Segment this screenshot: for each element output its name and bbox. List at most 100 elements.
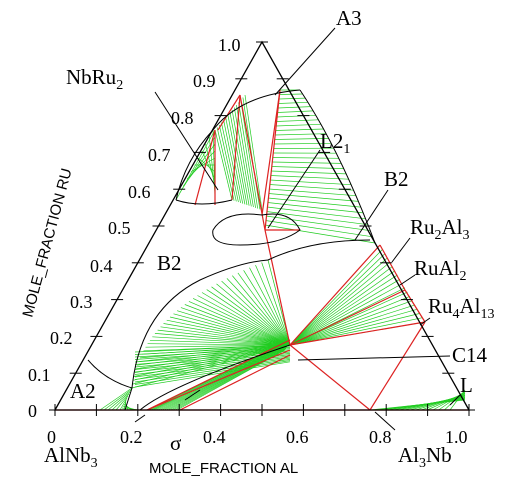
tie-line xyxy=(221,122,239,203)
al-tick-0: 0 xyxy=(47,427,56,447)
tie-line xyxy=(275,123,322,127)
tie-line xyxy=(134,344,291,353)
label-al3nb: Al3Nb xyxy=(398,443,452,471)
tie-line xyxy=(232,275,291,346)
tie-line xyxy=(160,326,291,346)
tie-line xyxy=(147,343,291,346)
tie-line xyxy=(216,127,235,201)
phase-boundaries xyxy=(55,89,469,411)
al-tick-1: 0.2 xyxy=(120,427,143,447)
tie-line xyxy=(103,389,132,411)
label-ru2al3: Ru2Al3 xyxy=(410,215,470,243)
tie-line xyxy=(268,193,359,202)
tie-line xyxy=(274,138,329,140)
tie-line xyxy=(238,102,256,208)
tie-line xyxy=(237,272,291,346)
tie-line xyxy=(229,112,248,206)
al-tick-3: 0.6 xyxy=(286,427,309,447)
tie-line xyxy=(107,391,131,411)
tie-line xyxy=(289,266,393,346)
tie-line xyxy=(168,346,287,411)
tie-lines xyxy=(99,89,466,411)
label-ru4al13: Ru4Al13 xyxy=(428,294,495,322)
tie-line xyxy=(265,215,371,232)
tie-line xyxy=(188,301,291,346)
tie-line xyxy=(145,344,291,348)
tie-line xyxy=(152,336,291,346)
tie-line xyxy=(289,283,403,346)
tie-line xyxy=(139,344,291,359)
tie-line xyxy=(243,270,291,346)
tie-line xyxy=(274,133,327,136)
al-tick-4: 0.8 xyxy=(369,427,392,447)
al-axis-ticks: 0 0.2 0.4 0.6 0.8 1.0 xyxy=(47,427,468,447)
ru-tick-7: 0.7 xyxy=(148,145,171,165)
tie-line xyxy=(218,124,237,202)
tie-line xyxy=(155,342,289,411)
ru-tick-5: 0.5 xyxy=(108,218,131,238)
tie-line xyxy=(166,319,291,346)
tie-line xyxy=(192,298,291,346)
tie-line xyxy=(272,157,339,159)
tie-line xyxy=(184,304,291,346)
ru-tick-2: 0.2 xyxy=(50,328,73,348)
tie-line xyxy=(176,310,291,346)
tie-line xyxy=(133,344,291,381)
tie-line xyxy=(154,333,291,346)
ru-tick-4: 0.4 xyxy=(90,256,113,276)
tie-line xyxy=(289,253,386,346)
tie-line xyxy=(289,270,396,346)
tie-line xyxy=(289,274,398,346)
tie-line xyxy=(134,349,291,363)
label-b2-left: B2 xyxy=(157,251,182,275)
label-rual2: RuAl2 xyxy=(414,256,467,284)
tie-line xyxy=(197,295,291,346)
tie-line xyxy=(277,106,311,109)
tie-line xyxy=(244,94,263,211)
tie-line xyxy=(149,339,291,346)
tie-line xyxy=(169,316,291,346)
label-nbru2: NbRu2 xyxy=(66,65,123,93)
tie-line xyxy=(240,99,259,209)
tie-line xyxy=(268,188,357,197)
ru-tick-1: 0.1 xyxy=(28,365,51,385)
label-leaders xyxy=(134,27,461,431)
tie-line xyxy=(170,347,287,411)
tie-line xyxy=(289,304,416,346)
ru-tick-10: 1.0 xyxy=(218,35,241,55)
tie-line xyxy=(449,389,466,411)
al-axis-label: MOLE_FRACTION AL xyxy=(149,460,298,477)
tie-line xyxy=(157,329,291,346)
tie-line xyxy=(227,114,246,205)
ru-tick-6: 0.6 xyxy=(128,182,151,202)
tie-line xyxy=(275,128,324,131)
tie-line xyxy=(289,278,401,346)
tie-line xyxy=(261,262,291,346)
ru-tick-3: 0.3 xyxy=(70,292,93,312)
tie-line xyxy=(211,286,291,346)
tie-line xyxy=(273,142,332,145)
tie-line xyxy=(134,361,291,388)
label-a2: A2 xyxy=(70,379,96,403)
tie-line xyxy=(289,261,391,346)
tie-line xyxy=(134,345,291,355)
tie-line xyxy=(197,157,216,173)
tie-line xyxy=(180,307,291,346)
label-a3: A3 xyxy=(336,6,362,30)
tie-line xyxy=(278,97,306,100)
ru-tick-8: 0.8 xyxy=(171,108,194,128)
tie-line xyxy=(289,295,411,346)
al-tick-5: 1.0 xyxy=(445,427,468,447)
ru-tick-9: 0.9 xyxy=(193,71,216,91)
tie-line xyxy=(99,387,133,411)
label-sigma: σ xyxy=(170,431,181,455)
tie-line xyxy=(233,107,252,207)
tie-line xyxy=(134,359,291,383)
tie-line xyxy=(270,170,347,175)
label-alnb3: AlNb3 xyxy=(44,443,98,471)
label-c14: C14 xyxy=(452,343,488,367)
tie-line xyxy=(173,313,291,346)
tie-line xyxy=(111,393,130,411)
tie-line xyxy=(134,348,291,360)
tie-line xyxy=(270,175,349,180)
